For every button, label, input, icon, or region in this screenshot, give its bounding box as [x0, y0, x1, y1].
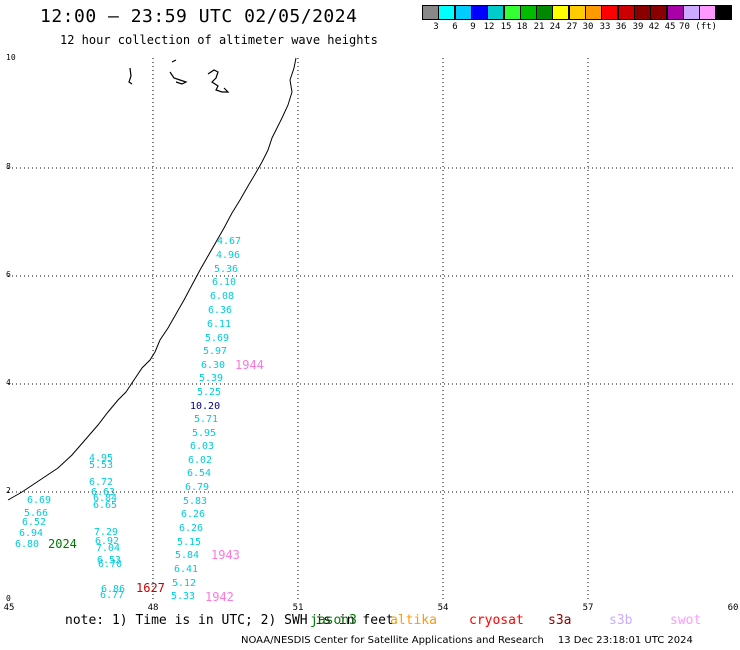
swh-value: 5.33 [171, 591, 196, 602]
legend-label: 39 [632, 22, 644, 32]
swh-value: 6.63 [91, 487, 116, 498]
legend-label: 42 [648, 22, 660, 32]
swh-value: 5.36 [214, 264, 239, 275]
swh-value: 6.72 [89, 477, 114, 488]
legend-label: 30 [582, 22, 594, 32]
satellite-jason3-label: jason3 [310, 613, 357, 628]
swh-value: 4.95 [89, 453, 114, 464]
x-tick-label: 48 [147, 603, 159, 613]
swh-value: 5.83 [183, 496, 208, 507]
satellite-swot-label: swot [670, 613, 702, 628]
legend-label: 24 [549, 22, 561, 32]
swh-value: 5.71 [194, 414, 219, 425]
legend-label: 6 [452, 22, 458, 32]
pass-time: 2024 [48, 537, 77, 551]
footer: NOAA/NESDIS Center for Satellite Applica… [241, 635, 707, 646]
legend-label: 15 [500, 22, 512, 32]
footer-timestamp: 13 Dec 23:18:01 UTC 2024 [557, 635, 693, 646]
legend-label: 70 (ft) [679, 22, 717, 32]
legend-label: 45 [664, 22, 676, 32]
swh-value: 4.96 [216, 250, 241, 261]
island [169, 59, 188, 85]
island [207, 69, 230, 93]
swh-value: 6.77 [100, 590, 125, 601]
swh-value: 6.86 [101, 584, 126, 595]
x-tick-label: 54 [437, 603, 449, 613]
swh-value: 6.02 [188, 455, 213, 466]
legend-label: 12 [483, 22, 495, 32]
swh-value: 4.67 [217, 236, 242, 247]
swh-value: 6.84 [93, 493, 118, 504]
pass-time: 1942 [205, 590, 234, 604]
swh-value: 10.20 [190, 401, 221, 412]
x-tick-label: 57 [582, 603, 594, 613]
legend-label: 36 [615, 22, 627, 32]
swh-value: 6.69 [27, 495, 52, 506]
satellite-s3b-label: s3b [609, 613, 633, 628]
legend-label: 33 [599, 22, 611, 32]
pass-time: 1944 [235, 358, 264, 372]
swh-value: 5.84 [175, 550, 200, 561]
swh-value: 5.15 [177, 537, 202, 548]
swh-value: 6.11 [207, 319, 232, 330]
y-tick-label: 0 [6, 594, 11, 603]
satellite-altika-label: altika [390, 613, 437, 628]
swh-value: 5.69 [205, 333, 230, 344]
legend-label: 21 [533, 22, 545, 32]
x-tick-label: 60 [727, 603, 739, 613]
swh-value: 6.65 [93, 500, 118, 511]
coastline [7, 57, 297, 501]
swh-value: 6.70 [98, 559, 123, 570]
y-tick-label: 8 [6, 162, 11, 171]
swh-value: 6.26 [181, 509, 206, 520]
map-grid [8, 58, 735, 600]
legend-label: 9 [470, 22, 476, 32]
legend-swatch [715, 5, 733, 20]
footer-org: NOAA/NESDIS Center for Satellite Applica… [241, 635, 544, 646]
satellite-s3a-label: s3a [548, 613, 572, 628]
map-title: 12:00 – 23:59 UTC 02/05/2024 [40, 6, 358, 27]
pass-time: 1627 [136, 581, 165, 595]
legend-label: 18 [516, 22, 528, 32]
swh-value: 5.53 [89, 460, 114, 471]
notes-text: note: 1) Time is in UTC; 2) SWH is in fe… [65, 613, 394, 628]
swh-value: 6.08 [210, 291, 235, 302]
x-tick-label: 51 [292, 603, 304, 613]
swh-value: 5.66 [24, 508, 49, 519]
legend-label: 3 [433, 22, 439, 32]
legend-label: 27 [566, 22, 578, 32]
swh-value: 6.26 [179, 523, 204, 534]
swh-value: 6.10 [212, 277, 237, 288]
swh-value: 6.54 [187, 468, 212, 479]
satellite-cryosat-label: cryosat [469, 613, 524, 628]
swh-value: 6.53 [97, 555, 122, 566]
swh-value: 6.30 [201, 360, 226, 371]
swh-value: 5.25 [197, 387, 222, 398]
swh-value: 6.41 [174, 564, 199, 575]
pass-time: 1943 [211, 548, 240, 562]
swh-value: 5.95 [192, 428, 217, 439]
y-tick-label: 6 [6, 270, 11, 279]
island [128, 67, 133, 85]
swh-value: 6.36 [208, 305, 233, 316]
map-subtitle: 12 hour collection of altimeter wave hei… [60, 33, 378, 47]
swh-value: 7.04 [96, 543, 121, 554]
swh-value: 5.12 [172, 578, 197, 589]
y-tick-label: 2 [6, 486, 11, 495]
x-tick-label: 45 [3, 603, 15, 613]
swh-value: 6.92 [95, 536, 120, 547]
swh-value: 5.39 [199, 373, 224, 384]
swh-value: 6.52 [22, 517, 47, 528]
swh-value: 5.97 [203, 346, 228, 357]
y-tick-label: 10 [6, 53, 16, 62]
swh-value: 6.80 [15, 539, 40, 550]
swh-value: 7.29 [94, 527, 119, 538]
swh-value: 6.79 [185, 482, 210, 493]
y-tick-label: 4 [6, 378, 11, 387]
swh-value: 6.94 [19, 528, 44, 539]
swh-value: 6.03 [190, 441, 215, 452]
